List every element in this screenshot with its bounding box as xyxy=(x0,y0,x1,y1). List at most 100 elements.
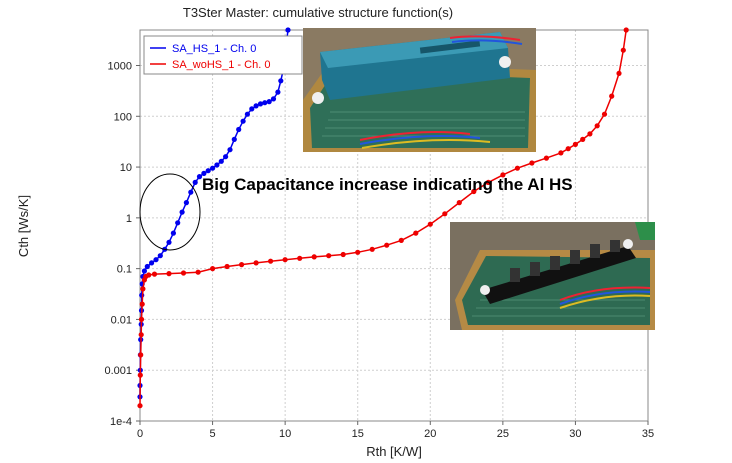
data-point xyxy=(456,200,462,206)
data-point xyxy=(138,332,144,338)
data-point xyxy=(227,147,233,153)
data-point xyxy=(355,249,361,255)
x-tick-label: 25 xyxy=(497,428,509,440)
x-axis-ticks: 0 5 10 15 20 25 30 35 xyxy=(137,421,654,440)
data-point xyxy=(282,257,288,263)
data-point xyxy=(170,230,176,236)
data-point xyxy=(413,230,419,236)
data-point xyxy=(262,100,268,106)
data-point xyxy=(326,253,332,259)
data-point xyxy=(223,154,229,160)
data-point xyxy=(500,172,506,178)
data-point xyxy=(311,254,317,260)
data-point xyxy=(485,179,491,185)
data-point xyxy=(601,111,608,117)
legend-label-sa-hs: SA_HS_1 - Ch. 0 xyxy=(172,43,256,55)
data-point xyxy=(139,301,145,307)
data-point xyxy=(249,106,255,112)
y-tick-label: 1 xyxy=(126,213,132,225)
y-tick-label: 0.1 xyxy=(117,264,132,276)
data-point xyxy=(609,93,615,99)
series-sa-wohs xyxy=(137,27,629,409)
y-tick-label: 10 xyxy=(120,162,132,174)
data-point xyxy=(144,263,150,270)
data-point xyxy=(442,211,448,217)
data-point xyxy=(543,155,550,161)
data-point xyxy=(266,99,272,105)
data-point xyxy=(268,258,274,264)
y-tick-label: 0.01 xyxy=(111,314,132,326)
data-point xyxy=(175,220,181,226)
data-point xyxy=(146,272,152,278)
x-tick-label: 30 xyxy=(569,428,581,440)
data-point xyxy=(471,188,477,195)
data-point xyxy=(616,70,622,76)
data-point xyxy=(587,131,593,137)
series-layer xyxy=(137,27,629,409)
photo-board-with-heatsink xyxy=(303,28,536,152)
data-point xyxy=(140,286,146,292)
data-point xyxy=(153,257,159,263)
data-point xyxy=(139,292,145,298)
data-point xyxy=(192,179,198,185)
annotation-text: Big Capacitance increase indicating the … xyxy=(202,175,573,194)
data-point xyxy=(137,403,143,409)
photo-board-without-heatsink xyxy=(450,222,655,330)
x-tick-label: 5 xyxy=(210,428,216,440)
y-axis-label: Cth [Ws/K] xyxy=(16,195,31,257)
x-axis-label: Rth [K/W] xyxy=(366,444,422,459)
data-point xyxy=(340,251,346,258)
data-point xyxy=(195,269,201,275)
x-tick-label: 0 xyxy=(137,428,143,440)
data-point xyxy=(253,103,259,109)
data-point xyxy=(138,316,145,322)
data-point xyxy=(183,200,189,206)
data-point xyxy=(285,27,291,33)
data-point xyxy=(196,174,203,180)
data-point xyxy=(210,266,216,272)
data-point xyxy=(157,253,163,259)
data-point xyxy=(572,141,579,147)
data-point xyxy=(244,111,250,117)
x-tick-label: 10 xyxy=(279,428,291,440)
data-point xyxy=(205,168,211,174)
data-point xyxy=(565,146,571,152)
data-point xyxy=(141,268,147,274)
data-point xyxy=(236,126,242,133)
y-tick-label: 1000 xyxy=(108,60,132,72)
data-point xyxy=(240,118,246,124)
data-point xyxy=(275,89,281,95)
data-point xyxy=(166,271,172,277)
highlight-ellipse xyxy=(139,173,201,251)
data-point xyxy=(201,170,207,176)
data-point xyxy=(138,352,144,358)
data-point xyxy=(514,165,521,171)
data-point xyxy=(297,255,303,261)
data-point xyxy=(257,101,264,107)
y-axis-ticks: 1e-4 0.001 0.01 0.1 1 10 100 1000 xyxy=(104,60,140,428)
x-tick-label: 20 xyxy=(424,428,436,440)
chart-title: T3Ster Master: cumulative structure func… xyxy=(183,5,453,20)
data-point xyxy=(231,136,237,142)
data-point xyxy=(369,246,375,252)
data-point xyxy=(623,27,629,33)
data-point xyxy=(180,270,187,276)
y-tick-label: 100 xyxy=(114,111,132,123)
data-point xyxy=(529,160,535,166)
legend-label-sa-wohs: SA_woHS_1 - Ch. 0 xyxy=(172,59,270,71)
series-sa-hs xyxy=(137,27,291,400)
data-point xyxy=(149,260,155,266)
data-point xyxy=(166,239,172,245)
data-point xyxy=(214,162,220,168)
data-point xyxy=(558,150,564,156)
legend: SA_HS_1 - Ch. 0 SA_woHS_1 - Ch. 0 xyxy=(143,35,303,75)
data-point xyxy=(427,221,433,227)
data-point xyxy=(278,78,284,84)
data-point xyxy=(620,47,626,53)
data-point xyxy=(398,237,404,243)
x-tick-label: 15 xyxy=(352,428,364,440)
y-tick-label: 1e-4 xyxy=(110,416,132,428)
data-point xyxy=(580,136,586,142)
data-point xyxy=(210,165,216,171)
